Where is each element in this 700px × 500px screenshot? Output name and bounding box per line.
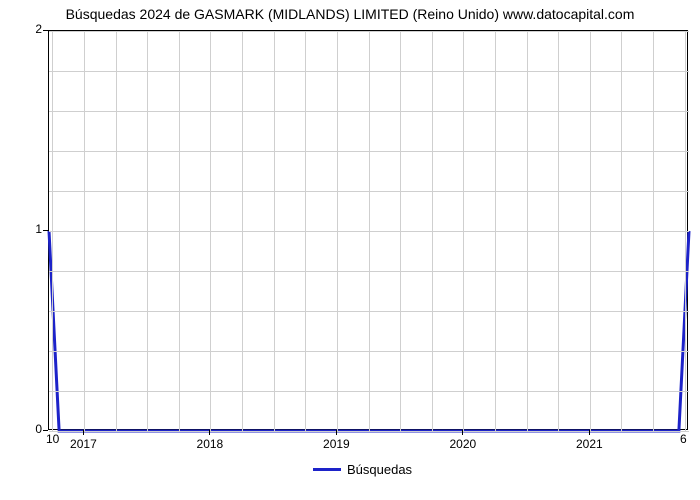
gridline-horizontal <box>49 391 689 392</box>
y-tick <box>43 430 48 431</box>
x-tick <box>336 430 337 435</box>
gridline-horizontal <box>49 71 689 72</box>
gridline-horizontal <box>49 151 689 152</box>
x-tick-label: 2020 <box>443 437 483 451</box>
x-edge-left-label: 10 <box>46 432 59 446</box>
y-tick-label: 1 <box>18 222 42 236</box>
x-tick <box>209 430 210 435</box>
plot-area <box>48 30 688 430</box>
x-tick <box>83 430 84 435</box>
gridline-horizontal <box>49 31 689 32</box>
legend-swatch <box>313 468 341 471</box>
gridline-horizontal <box>49 231 689 232</box>
x-tick-label: 2017 <box>63 437 103 451</box>
x-tick-label: 2018 <box>190 437 230 451</box>
x-tick <box>462 430 463 435</box>
gridline-horizontal <box>49 431 689 432</box>
x-tick-label: 2019 <box>316 437 356 451</box>
y-tick <box>43 230 48 231</box>
legend-label: Búsquedas <box>347 462 412 477</box>
y-tick-label: 0 <box>18 422 42 436</box>
chart-title: Búsquedas 2024 de GASMARK (MIDLANDS) LIM… <box>0 6 700 22</box>
x-tick-label: 2021 <box>569 437 609 451</box>
gridline-horizontal <box>49 111 689 112</box>
x-edge-right-label: 6 <box>680 432 687 446</box>
x-tick <box>589 430 590 435</box>
gridline-horizontal <box>49 351 689 352</box>
y-tick <box>43 30 48 31</box>
y-tick-label: 2 <box>18 22 42 36</box>
gridline-horizontal <box>49 311 689 312</box>
legend: Búsquedas <box>313 462 412 477</box>
gridline-horizontal <box>49 191 689 192</box>
gridline-horizontal <box>49 271 689 272</box>
